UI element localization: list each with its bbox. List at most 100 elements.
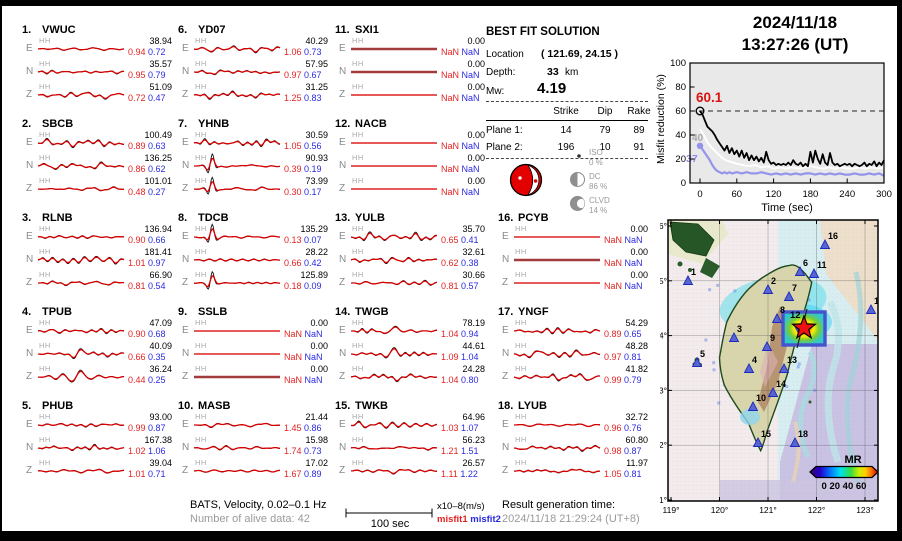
waveform-flat (351, 70, 437, 74)
amplitude-value: 32.72 (625, 412, 648, 422)
waveform-trace (37, 443, 125, 452)
station-block-tpub: 4. TPUB E HH 47.09 0.90 0.68 N HH 40.09 0.66 0.35… (22, 306, 194, 400)
location-label: Location (486, 49, 524, 60)
misfit1-value: NaN (604, 234, 623, 245)
misfit1-value: NaN (441, 140, 460, 151)
focal-mechanism-beachball-icon (509, 163, 543, 197)
misfit-values: 0.97 0.67 (284, 70, 328, 81)
misfit-values: NaN NaN (441, 187, 485, 198)
misfit2-value: 0.79 (624, 374, 642, 385)
band-label: HH (515, 270, 527, 279)
channel-values: 38.94 0.94 0.72 (128, 36, 172, 57)
waveform-trace (193, 69, 281, 76)
station-block-masb: 10. MASB E HH 21.44 1.45 0.86 N HH 15.98 1.74 0.7… (178, 400, 350, 494)
plane2-rake: 91 (633, 142, 645, 153)
waveform-trace (37, 235, 125, 239)
channel-row-rlnb-z: Z HH 66.90 0.81 0.54 (22, 270, 194, 294)
misfit1-value: 0.66 (128, 351, 146, 362)
best-fit-solution-panel: BEST FIT SOLUTION Location ( 121.69, 24.… (485, 22, 665, 222)
misfit-values: NaN NaN (604, 235, 648, 246)
misfit1-value: 0.13 (284, 234, 302, 245)
channel-label: Z (182, 89, 189, 100)
channel-values: 48.28 0.97 0.81 (604, 341, 648, 362)
channel-row-twgb-e: E HH 78.19 1.04 0.94 (335, 318, 507, 342)
misfit1-value: 1.06 (284, 46, 302, 57)
channel-row-tdcb-n: N HH 28.22 0.66 0.42 (178, 247, 350, 271)
amplitude-value: 90.93 (305, 153, 328, 163)
station-marker-number: 11 (817, 260, 827, 270)
channel-row-masb-n: N HH 15.98 1.74 0.73 (178, 435, 350, 459)
band-label: HH (195, 412, 207, 421)
band-label: HH (352, 412, 364, 421)
annotation-best: 60.1 (696, 90, 723, 105)
waveform-trace (350, 347, 438, 359)
misfit2-value: NaN (624, 234, 643, 245)
band-label: HH (352, 458, 364, 467)
amplitude-value: 78.19 (462, 318, 485, 328)
amplitude-value: 35.57 (149, 59, 172, 69)
channel-values: 0.00 NaN NaN (604, 270, 648, 291)
misfit1-value: 0.99 (128, 422, 146, 433)
band-label: HH (195, 270, 207, 279)
station-marker-number: 1 (691, 267, 696, 277)
amplitude-value: 125.89 (300, 270, 328, 280)
channel-values: 0.00 NaN NaN (441, 59, 485, 80)
band-label: HH (352, 224, 364, 233)
channel-row-tpub-z: Z HH 36.24 0.44 0.25 (22, 364, 194, 388)
misfit1-value: 0.94 (128, 46, 146, 57)
waveform-trace (350, 420, 438, 429)
channel-row-sxi1-n: N HH 0.00 NaN NaN (335, 59, 507, 83)
misfit1-value: 0.44 (128, 374, 146, 385)
station-header: 6. YD07 (178, 24, 226, 36)
misfit1-value: NaN (604, 280, 623, 291)
channel-row-sslb-n: N HH 0.00 NaN NaN (178, 341, 350, 365)
time-scalebar (345, 508, 433, 518)
amplitude-value: 64.96 (462, 412, 485, 422)
waveform-flat (514, 258, 600, 262)
station-marker-triangle-13 (778, 363, 790, 373)
channel-row-pcyb-e: E HH 0.00 NaN NaN (498, 224, 670, 248)
channel-label: N (502, 442, 510, 453)
waveform-trace (37, 186, 125, 192)
misfit2-value: 1.22 (460, 468, 478, 479)
origin-date: 2024/11/18 (752, 13, 838, 32)
band-label: HH (352, 82, 364, 91)
band-label: HH (39, 153, 51, 162)
scalebar-label: 100 sec (370, 518, 410, 530)
channel-row-nacb-e: E HH 0.00 NaN NaN (335, 130, 507, 154)
waveform-trace (193, 45, 281, 54)
misfit2-value: 0.72 (148, 46, 166, 57)
misfit1-value: 0.95 (128, 69, 146, 80)
band-label: HH (39, 130, 51, 139)
channel-row-sbcb-z: Z HH 101.01 0.48 0.27 (22, 176, 194, 200)
station-marker-number: 14 (776, 379, 786, 389)
misfit2-value: 0.79 (148, 69, 166, 80)
channel-row-lyub-n: N HH 60.80 0.98 0.87 (498, 435, 670, 459)
amplitude-value: 21.44 (305, 412, 328, 422)
col-header-rake: Rake (627, 106, 651, 117)
colorbar-title: MR (844, 454, 861, 466)
frame-border-top (0, 0, 902, 6)
band-label: HH (195, 130, 207, 139)
iso-label: ISO (589, 148, 603, 157)
misfit2-value: 0.17 (304, 186, 322, 197)
channel-values: 36.24 0.44 0.25 (128, 364, 172, 385)
channel-row-sxi1-z: Z HH 0.00 NaN NaN (335, 82, 507, 106)
band-label: HH (195, 247, 207, 256)
channel-label: Z (502, 465, 509, 476)
misfit2-value: 0.41 (461, 234, 479, 245)
station-header: 18. LYUB (498, 400, 547, 412)
amplitude-value: 0.00 (310, 364, 328, 374)
misfit2-value: 0.86 (304, 422, 322, 433)
misfit-values: 0.98 0.87 (604, 446, 648, 457)
channel-label: E (339, 419, 346, 430)
channel-values: 136.94 0.90 0.66 (128, 224, 172, 245)
misfit1-value: NaN (284, 328, 303, 339)
waveform-flat (351, 47, 437, 51)
misfit1-value: 1.09 (441, 351, 459, 362)
amplitude-value: 39.04 (149, 458, 172, 468)
depth-label: Depth: (486, 67, 516, 78)
result-time-label: Result generation time: (502, 499, 616, 511)
misfit1-value: 1.04 (441, 328, 459, 339)
